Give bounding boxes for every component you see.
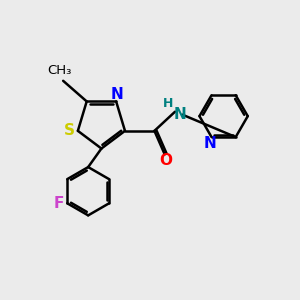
Text: CH₃: CH₃ [47,64,72,77]
Text: H: H [163,97,174,110]
Text: S: S [64,123,75,138]
Text: F: F [54,196,64,211]
Text: N: N [174,107,187,122]
Text: N: N [110,87,123,102]
Text: N: N [204,136,216,151]
Text: O: O [160,153,173,168]
